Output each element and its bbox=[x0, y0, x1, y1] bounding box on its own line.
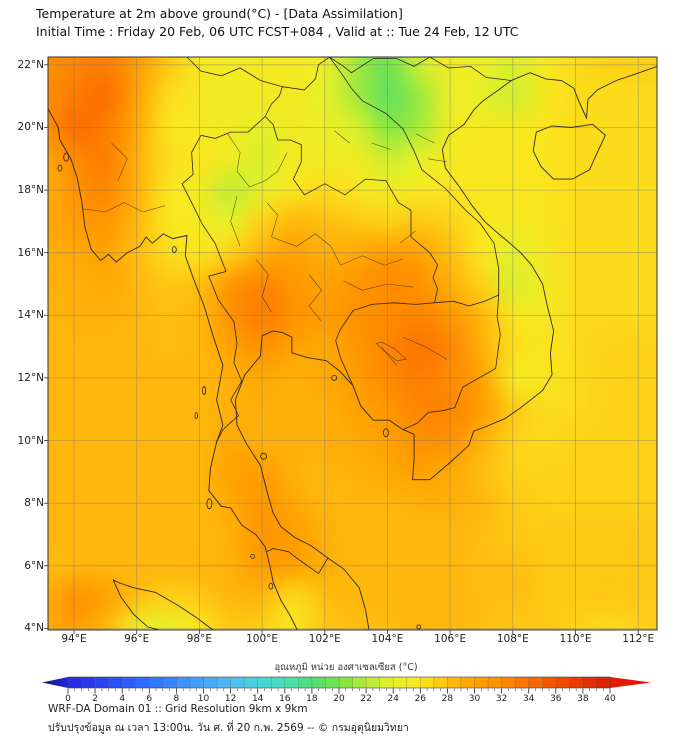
colorbar-tick-label: 38 bbox=[577, 694, 589, 704]
x-axis-tick-label: 100°E bbox=[246, 633, 279, 645]
temperature-field-canvas bbox=[48, 57, 657, 630]
colorbar-tick-label: 30 bbox=[468, 694, 481, 704]
colorbar-tick-label: 16 bbox=[279, 694, 291, 704]
x-axis-tick-label: 112°E bbox=[622, 633, 655, 645]
colorbar-tick-label: 6 bbox=[146, 694, 153, 704]
colorbar-under-arrow bbox=[42, 677, 68, 688]
x-axis-tick-label: 94°E bbox=[61, 633, 87, 645]
x-axis-tick-label: 108°E bbox=[496, 633, 529, 645]
islands bbox=[57, 152, 422, 630]
graticule-gridlines bbox=[48, 57, 657, 630]
colorbar-tick-label: 32 bbox=[495, 694, 508, 704]
colorbar-tick-label: 0 bbox=[65, 694, 71, 704]
colorbar-tick-label: 14 bbox=[251, 694, 264, 704]
colorbar-over-arrow bbox=[610, 677, 651, 688]
colorbar-tick-label: 26 bbox=[414, 694, 427, 704]
y-axis-tick-label: 12°N bbox=[17, 371, 44, 384]
province-boundaries bbox=[83, 130, 448, 366]
x-axis-tick-label: 96°E bbox=[124, 633, 150, 645]
colorbar-label: อุณหภูมิ หน่วย องศาเซลเซียส (°C) bbox=[274, 662, 418, 673]
colorbar-tick-label: 24 bbox=[387, 694, 399, 704]
page-subtitle: Initial Time : Friday 20 Feb, 06 UTC FCS… bbox=[36, 24, 519, 39]
x-axis-tick-label: 104°E bbox=[371, 633, 404, 645]
colorbar-tick-label: 10 bbox=[197, 694, 210, 704]
footer-model-info: WRF-DA Domain 01 :: Grid Resolution 9km … bbox=[48, 703, 308, 715]
footer-update-info: ปรับปรุงข้อมูล ณ เวลา 13:00น. วัน ศ. ที่… bbox=[48, 722, 409, 734]
y-axis-tick-label: 20°N bbox=[17, 121, 44, 134]
colorbar-tick-label: 8 bbox=[173, 694, 180, 704]
y-axis-tick-label: 14°N bbox=[17, 309, 44, 322]
x-axis-tick-label: 98°E bbox=[186, 633, 212, 645]
y-axis-tick-label: 16°N bbox=[17, 246, 44, 259]
colorbar-tick-label: 22 bbox=[360, 694, 372, 704]
x-axis-tick-label: 102°E bbox=[308, 633, 341, 645]
map-layers bbox=[48, 57, 657, 630]
colorbar-tick-label: 40 bbox=[604, 694, 616, 704]
y-axis-tick-label: 22°N bbox=[17, 58, 44, 71]
colorbar-tick-label: 2 bbox=[92, 694, 98, 704]
y-axis-tick-label: 6°N bbox=[24, 559, 44, 572]
colorbar-tick-label: 20 bbox=[333, 694, 345, 704]
colorbar-tick-label: 18 bbox=[306, 694, 318, 704]
y-axis-tick-label: 18°N bbox=[17, 184, 44, 197]
colorbar-tick-label: 36 bbox=[550, 694, 562, 704]
y-axis-tick-label: 4°N bbox=[24, 622, 44, 635]
colorbar-tick-label: 34 bbox=[522, 694, 535, 704]
country-borders bbox=[181, 57, 512, 575]
y-axis-tick-label: 10°N bbox=[17, 434, 44, 447]
y-axis-tick-label: 8°N bbox=[24, 497, 44, 510]
colorbar-ticks bbox=[67, 688, 611, 694]
map-frame bbox=[47, 56, 658, 631]
colorbar-tick-label: 28 bbox=[441, 694, 454, 704]
colorbar-tick-label: 12 bbox=[224, 694, 237, 704]
colorbar-tick-label: 4 bbox=[119, 694, 126, 704]
coastlines bbox=[48, 65, 657, 630]
x-axis-tick-label: 110°E bbox=[559, 633, 592, 645]
page-title: Temperature at 2m above ground(°C) - [Da… bbox=[36, 6, 403, 21]
axis-ticks bbox=[44, 64, 639, 634]
x-axis-tick-label: 106°E bbox=[434, 633, 467, 645]
colorbar bbox=[42, 676, 651, 689]
